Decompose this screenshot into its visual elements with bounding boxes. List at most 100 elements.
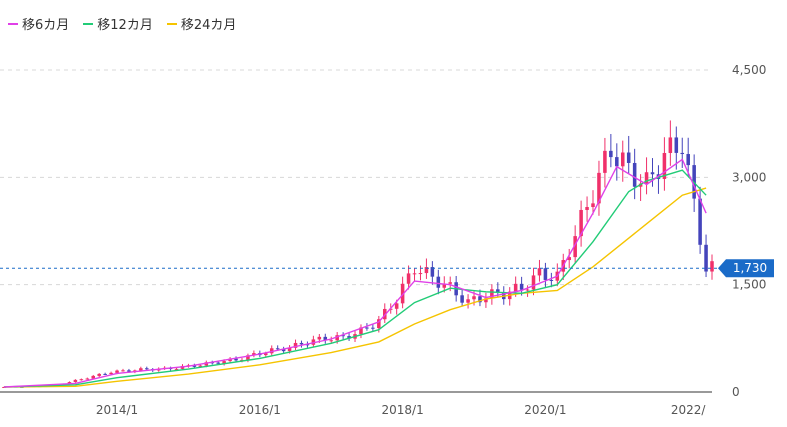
candle-body (234, 358, 238, 361)
candle-body (418, 273, 423, 275)
candle-body (662, 152, 667, 179)
candle-body (341, 335, 345, 337)
candle-body (269, 348, 274, 354)
candle-body (585, 207, 589, 210)
candle-body (496, 289, 500, 293)
candle-body (442, 283, 447, 288)
candle-body (513, 283, 518, 292)
candle-body (567, 257, 571, 261)
candle-body (127, 370, 131, 372)
candle-body (365, 327, 369, 329)
candle-body (299, 342, 304, 345)
candle-body (264, 353, 268, 356)
candle-body (192, 365, 197, 367)
candle-body (686, 154, 690, 166)
candle-body (680, 152, 685, 155)
candle-body (275, 348, 280, 350)
candle-body (139, 368, 143, 371)
ma24-line (3, 187, 707, 388)
candle-body (91, 375, 96, 379)
candle-body (174, 368, 179, 370)
x-tick-label: 2020/1 (524, 403, 566, 417)
candle-body (424, 267, 429, 274)
y-tick-label: 0 (732, 385, 740, 399)
candle-body (97, 373, 101, 376)
candle-body (109, 372, 113, 375)
candle-body (710, 261, 714, 272)
candle-body (145, 368, 149, 370)
candle-body (704, 244, 708, 272)
x-tick-label: 2014/1 (96, 403, 138, 417)
legend-label-ma6: 移6カ月 (22, 18, 70, 33)
candle-body (394, 303, 399, 309)
candle-body (632, 162, 637, 187)
y-tick-label: 1,500 (732, 278, 766, 292)
candle-body (519, 283, 524, 290)
candle-body (597, 172, 601, 204)
candle-body (103, 373, 107, 375)
candle-body (674, 137, 679, 153)
candle-body (406, 273, 411, 284)
candle-body (668, 137, 673, 153)
candle-body (620, 152, 625, 167)
candle-body (79, 379, 84, 381)
candle-body (430, 267, 435, 277)
legend-label-ma12: 移12カ月 (97, 18, 153, 33)
candle-body (525, 289, 530, 291)
candle-body (412, 273, 417, 275)
candle-body (698, 198, 702, 245)
candle-body (323, 336, 328, 341)
candle-body (579, 209, 583, 237)
candle-body (335, 335, 339, 341)
candle-body (615, 157, 619, 167)
candle-body (603, 150, 607, 173)
candle-body (484, 298, 488, 303)
candle-body (198, 365, 203, 367)
x-tick-label: 2016/1 (239, 403, 281, 417)
candle-body (293, 342, 298, 348)
candle-body (478, 296, 482, 303)
candle-body (216, 362, 220, 364)
candle-body (317, 336, 322, 340)
candle-body (347, 336, 351, 339)
candle-body (329, 340, 333, 342)
candle-body (287, 347, 292, 352)
chart-legend: 移6カ月 移12カ月 移24カ月 (8, 14, 236, 33)
candle-body (121, 370, 125, 372)
candle-body (67, 382, 72, 384)
candle-body (73, 379, 78, 383)
x-tick-label: 2018/1 (382, 403, 424, 417)
y-tick-label: 4,500 (732, 63, 766, 77)
candle-body (537, 268, 542, 276)
legend-swatch-ma24 (166, 22, 177, 25)
current-price-badge (718, 259, 774, 278)
legend-label-ma24: 移24カ月 (180, 18, 237, 33)
candle-body (436, 276, 441, 288)
candle-body (400, 283, 405, 304)
candle-body (85, 378, 90, 380)
candle-body (222, 361, 226, 364)
legend-swatch-ma6 (8, 22, 18, 25)
legend-swatch-ma12 (83, 22, 94, 25)
candle-body (531, 275, 536, 290)
candle-body (466, 299, 470, 303)
candle-body (460, 295, 464, 303)
candle-body (2, 386, 6, 388)
candle-body (626, 152, 631, 163)
candle-body (305, 344, 310, 346)
ma12-line (3, 169, 707, 388)
candle-body (252, 353, 256, 356)
candle-body (490, 289, 494, 299)
candle-body (644, 172, 649, 184)
candle-body (472, 296, 476, 300)
candle-body (549, 279, 554, 281)
candle-body (543, 268, 548, 280)
candle-body (228, 358, 232, 362)
candle-body (650, 172, 655, 175)
y-tick-label: 3,000 (732, 170, 766, 184)
ma6-line (3, 158, 707, 388)
candle-body (377, 319, 381, 329)
candle-body (609, 150, 613, 158)
